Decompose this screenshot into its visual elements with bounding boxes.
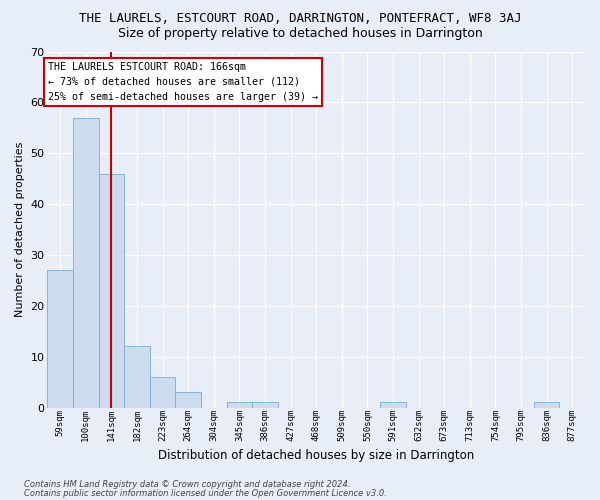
Bar: [380, 402, 406, 407]
Bar: [150, 377, 175, 408]
Bar: [227, 402, 252, 407]
Bar: [98, 174, 124, 408]
Bar: [252, 402, 278, 407]
Text: THE LAURELS, ESTCOURT ROAD, DARRINGTON, PONTEFRACT, WF8 3AJ: THE LAURELS, ESTCOURT ROAD, DARRINGTON, …: [79, 12, 521, 26]
Bar: [534, 402, 559, 407]
Text: THE LAURELS ESTCOURT ROAD: 166sqm
← 73% of detached houses are smaller (112)
25%: THE LAURELS ESTCOURT ROAD: 166sqm ← 73% …: [48, 62, 318, 102]
Bar: [175, 392, 201, 407]
Y-axis label: Number of detached properties: Number of detached properties: [15, 142, 25, 317]
X-axis label: Distribution of detached houses by size in Darrington: Distribution of detached houses by size …: [158, 450, 475, 462]
Bar: [124, 346, 150, 408]
Bar: [73, 118, 98, 408]
Text: Size of property relative to detached houses in Darrington: Size of property relative to detached ho…: [118, 28, 482, 40]
Text: Contains HM Land Registry data © Crown copyright and database right 2024.: Contains HM Land Registry data © Crown c…: [24, 480, 350, 489]
Bar: [47, 270, 73, 407]
Text: Contains public sector information licensed under the Open Government Licence v3: Contains public sector information licen…: [24, 488, 387, 498]
